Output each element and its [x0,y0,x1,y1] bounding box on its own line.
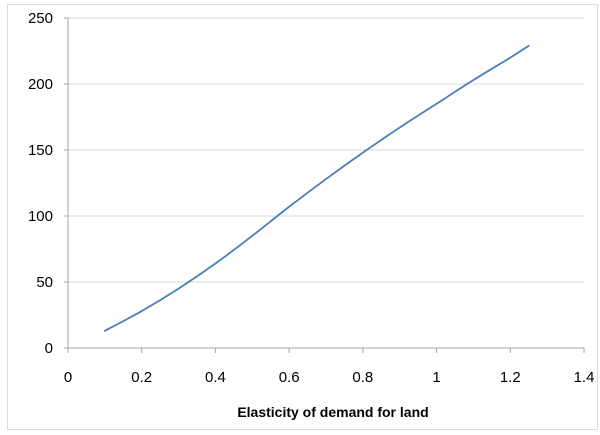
y-tick-label-2: 100 [28,208,53,225]
chart-frame [7,4,598,430]
x-tick-label-4: 0.8 [352,369,373,386]
series-line-0 [103,44,530,332]
x-axis-title: Elasticity of demand for land [237,404,428,420]
y-tick-label-1: 50 [36,274,53,291]
y-tick-labels: 0 50 100 150 200 250 [28,10,53,357]
x-tick-label-3: 0.6 [279,369,300,386]
gridlines [68,17,584,283]
y-tick-label-4: 200 [28,76,53,93]
x-tick-labels: 0 0.2 0.4 0.6 0.8 1 1.2 1.4 [64,369,595,386]
x-tick-label-6: 1.2 [500,369,521,386]
series-layer [103,44,530,332]
axes [64,17,585,353]
x-tick-label-1: 0.2 [131,369,152,386]
x-tick-label-7: 1.4 [574,369,595,386]
x-tick-label-0: 0 [64,369,72,386]
y-tick-label-0: 0 [45,340,53,357]
x-tick-label-2: 0.4 [205,369,226,386]
y-tick-label-5: 250 [28,10,53,27]
x-tick-label-5: 1 [432,369,440,386]
y-tick-label-3: 150 [28,142,53,159]
